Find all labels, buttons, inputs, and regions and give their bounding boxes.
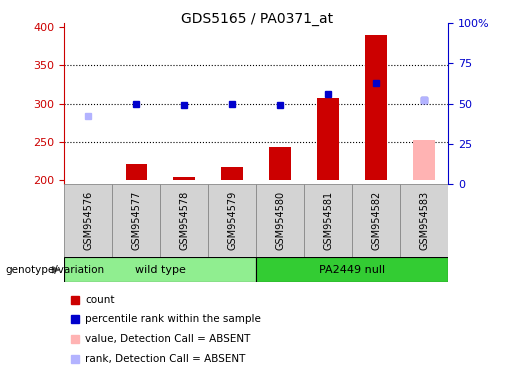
Text: PA2449 null: PA2449 null xyxy=(319,265,385,275)
Text: GDS5165 / PA0371_at: GDS5165 / PA0371_at xyxy=(181,12,334,25)
Text: GSM954580: GSM954580 xyxy=(275,191,285,250)
Text: count: count xyxy=(85,295,114,305)
Text: GSM954576: GSM954576 xyxy=(83,191,93,250)
Bar xyxy=(365,35,387,180)
Bar xyxy=(317,98,339,180)
Bar xyxy=(64,257,256,282)
Bar xyxy=(174,177,195,180)
Bar xyxy=(304,184,352,257)
Bar xyxy=(221,167,243,180)
Bar xyxy=(126,164,147,180)
Bar xyxy=(208,184,256,257)
Bar xyxy=(413,140,435,180)
Bar xyxy=(400,184,448,257)
Text: wild type: wild type xyxy=(135,265,186,275)
Text: rank, Detection Call = ABSENT: rank, Detection Call = ABSENT xyxy=(85,354,245,364)
Bar xyxy=(352,184,400,257)
Bar xyxy=(256,184,304,257)
Bar xyxy=(269,147,291,180)
Bar xyxy=(64,184,112,257)
Bar xyxy=(112,184,160,257)
Text: GSM954582: GSM954582 xyxy=(371,191,381,250)
Text: genotype/variation: genotype/variation xyxy=(5,265,104,275)
Text: percentile rank within the sample: percentile rank within the sample xyxy=(85,314,261,324)
Text: GSM954577: GSM954577 xyxy=(131,191,141,250)
Text: value, Detection Call = ABSENT: value, Detection Call = ABSENT xyxy=(85,334,250,344)
Text: GSM954578: GSM954578 xyxy=(179,191,190,250)
Text: GSM954583: GSM954583 xyxy=(419,191,429,250)
Bar xyxy=(160,184,208,257)
Text: GSM954581: GSM954581 xyxy=(323,191,333,250)
Text: GSM954579: GSM954579 xyxy=(227,191,237,250)
Bar xyxy=(256,257,448,282)
